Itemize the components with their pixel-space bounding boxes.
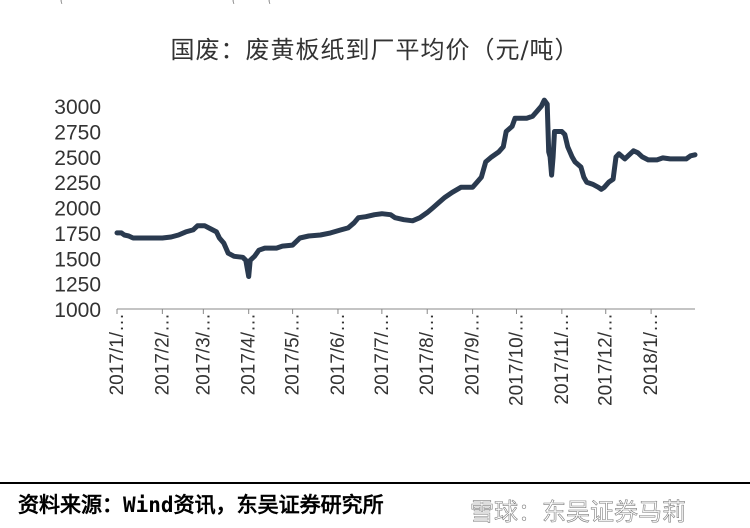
x-tick-label: 2017/1/…	[107, 313, 128, 395]
x-tick-label: 2017/5/…	[283, 313, 304, 395]
top-header-fragments: ( ( (	[60, 0, 271, 4]
header-fragment-2: (	[232, 0, 235, 4]
y-tick-label: 2750	[54, 122, 101, 145]
y-tick-label: 1500	[54, 248, 101, 271]
footer-divider	[0, 482, 750, 484]
y-tick-label: 2250	[54, 172, 101, 195]
x-tick-label: 2017/2/…	[152, 313, 173, 395]
y-tick-label: 1250	[54, 274, 101, 297]
y-tick-label: 3000	[54, 96, 101, 119]
x-tick-label: 2017/8/…	[417, 313, 438, 395]
source-note: 资料来源：Wind资讯，东吴证券研究所	[18, 493, 384, 517]
x-axis: 2017/1/… 2017/2/… 2017/3/… 2017/4/… 2017/5/……	[107, 308, 695, 406]
y-tick-label: 2000	[54, 198, 101, 221]
series-line	[114, 97, 698, 279]
x-tick-label: 2017/3/…	[193, 313, 214, 395]
header-fragment-1: (	[60, 0, 63, 4]
x-tick-label: 2017/10/…	[506, 313, 527, 406]
watermark: 雪球：东吴证券马莉	[470, 498, 687, 527]
x-tick-label: 2017/11/…	[552, 313, 573, 405]
x-tick-label: 2017/12/…	[596, 313, 617, 406]
y-tick-label: 2500	[54, 147, 101, 170]
y-tick-label: 1750	[54, 223, 101, 246]
x-tick-label: 2017/6/…	[328, 313, 349, 395]
x-tick-label: 2017/4/…	[239, 313, 260, 395]
series-group	[114, 97, 698, 279]
header-fragment-3: (	[268, 0, 271, 4]
x-tick-label: 2017/7/…	[372, 313, 393, 395]
x-tick-label: 2018/1/…	[641, 313, 662, 395]
chart-title: 国废：废黄板纸到厂平均价（元/吨）	[170, 36, 580, 64]
x-tick-label: 2017/9/…	[463, 313, 484, 395]
y-tick-label: 1000	[54, 299, 101, 322]
